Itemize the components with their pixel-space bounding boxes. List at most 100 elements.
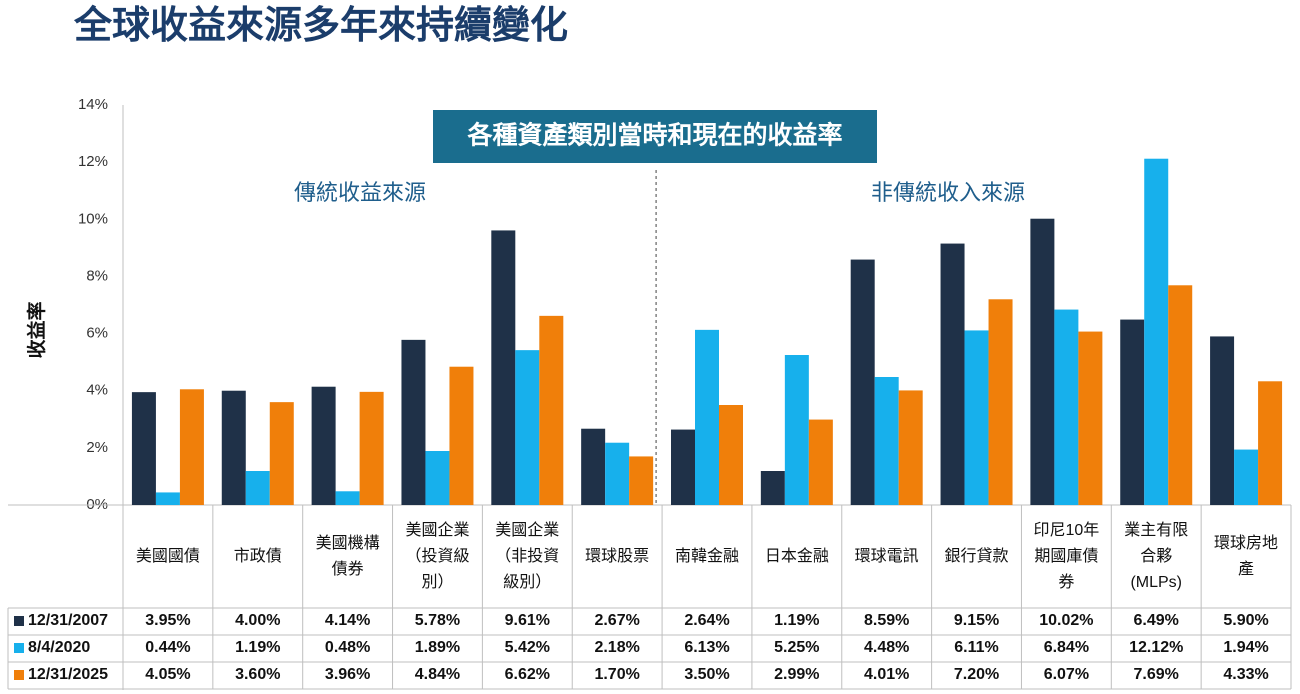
legend-swatch <box>14 616 24 626</box>
bar <box>874 377 899 505</box>
table-value: 1.70% <box>594 666 639 683</box>
bar <box>784 355 809 505</box>
table-value: 5.25% <box>774 639 819 656</box>
table-value: 1.94% <box>1223 639 1268 656</box>
bar <box>1030 218 1055 505</box>
category-text: 環球房地產 <box>1214 534 1279 578</box>
bar <box>401 339 426 505</box>
category-text: 美國企業（非投資級別） <box>495 521 560 591</box>
bar <box>131 392 156 505</box>
table-value: 6.07% <box>1044 666 1089 683</box>
y-tick-label: 2% <box>86 439 108 456</box>
table-value: 5.90% <box>1223 612 1268 629</box>
category-text: 美國國債 <box>135 547 200 565</box>
bar <box>1120 319 1145 505</box>
bar <box>1258 381 1283 505</box>
table-value: 9.15% <box>954 612 999 629</box>
table-value: 2.64% <box>684 612 729 629</box>
table-value: 4.05% <box>145 666 190 683</box>
table-value: 2.18% <box>594 639 639 656</box>
bar <box>581 428 606 505</box>
annotation-box-title: 各種資產類別當時和現在的收益率 <box>466 121 842 150</box>
category-label: 日本金融 <box>752 505 842 608</box>
category-label: 環球電訊 <box>842 505 932 608</box>
table-value: 2.67% <box>594 612 639 629</box>
bar <box>1234 449 1259 505</box>
annotation-box <box>433 110 877 163</box>
table-value: 4.84% <box>415 666 460 683</box>
bar <box>629 456 654 505</box>
table-value: 4.01% <box>864 666 909 683</box>
table-value: 8.59% <box>864 612 909 629</box>
table-value: 4.14% <box>325 612 370 629</box>
table-value: 1.89% <box>415 639 460 656</box>
table-value: 5.42% <box>505 639 550 656</box>
bar <box>179 389 204 505</box>
category-label: 環球房地產 <box>1201 505 1291 608</box>
bar <box>1054 309 1079 505</box>
table-value: 5.78% <box>415 612 460 629</box>
bar <box>695 329 719 505</box>
legend-swatch <box>14 643 24 653</box>
table-value: 4.00% <box>235 612 280 629</box>
legend-label: 8/4/2020 <box>28 639 90 656</box>
bar <box>155 492 180 505</box>
table-value: 3.60% <box>235 666 280 683</box>
y-tick-label: 12% <box>78 153 108 170</box>
bar <box>1078 331 1103 505</box>
bar <box>359 391 384 505</box>
table-value: 1.19% <box>235 639 280 656</box>
legend-label: 12/31/2007 <box>28 612 108 629</box>
bar <box>221 390 246 505</box>
category-text: 市政債 <box>233 547 282 565</box>
bar <box>491 230 516 505</box>
y-axis-label: 收益率 <box>25 301 48 358</box>
bar <box>311 386 336 505</box>
table-value: 10.02% <box>1039 612 1093 629</box>
table-value: 6.13% <box>684 639 729 656</box>
table-value: 3.95% <box>145 612 190 629</box>
category-label: 南韓金融 <box>662 505 752 608</box>
category-text: 業主有限合夥(MLPs) <box>1124 521 1189 591</box>
table-value: 1.19% <box>774 612 819 629</box>
bar <box>539 315 564 505</box>
category-label: 美國企業（非投資級別） <box>482 505 572 608</box>
bar <box>335 491 360 505</box>
category-label: 印尼10年期國庫債券 <box>1021 505 1111 608</box>
bar <box>449 366 474 505</box>
category-text: 銀行貸款 <box>944 547 1009 565</box>
bar <box>760 471 785 505</box>
y-tick-label: 14% <box>78 96 108 113</box>
bar <box>808 419 833 505</box>
table-value: 4.33% <box>1223 666 1268 683</box>
bar <box>940 243 965 506</box>
category-text: 環球電訊 <box>854 547 919 565</box>
category-label: 美國企業（投資級別） <box>393 505 483 608</box>
table-value: 0.44% <box>145 639 190 656</box>
group-label: 非傳統收入來源 <box>871 180 1025 205</box>
bar <box>245 471 270 505</box>
category-text: 美國機構債券 <box>315 534 380 578</box>
bar <box>1168 285 1193 505</box>
bar <box>1144 158 1169 505</box>
table-value: 12.12% <box>1129 639 1183 656</box>
category-text: 環球股票 <box>585 547 650 565</box>
bar <box>515 350 540 505</box>
category-label: 美國機構債券 <box>303 505 393 608</box>
legend-label: 12/31/2025 <box>28 666 108 683</box>
table-value: 6.84% <box>1044 639 1089 656</box>
y-tick-label: 0% <box>86 496 108 513</box>
category-text: 日本金融 <box>764 547 829 565</box>
y-tick-label: 8% <box>86 267 108 284</box>
bar <box>719 405 743 505</box>
table-value: 7.20% <box>954 666 999 683</box>
y-tick-label: 10% <box>78 210 108 227</box>
category-text: 南韓金融 <box>674 547 739 565</box>
bar <box>425 451 450 505</box>
table-value: 6.11% <box>954 639 998 656</box>
category-label: 銀行貸款 <box>932 505 1022 608</box>
table-value: 7.69% <box>1134 666 1179 683</box>
table-value: 2.99% <box>774 666 819 683</box>
